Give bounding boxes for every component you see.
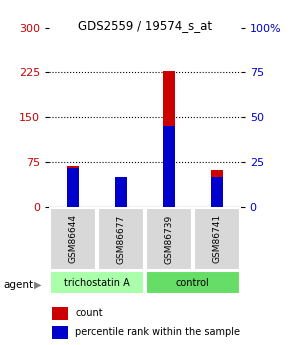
Bar bbox=[52, 307, 68, 319]
Text: GSM86741: GSM86741 bbox=[212, 214, 221, 264]
Text: trichostatin A: trichostatin A bbox=[64, 278, 130, 287]
Text: agent: agent bbox=[3, 280, 33, 289]
Bar bbox=[52, 326, 68, 338]
Text: GSM86677: GSM86677 bbox=[117, 214, 126, 264]
Text: GSM86644: GSM86644 bbox=[69, 214, 78, 264]
Bar bbox=[163, 71, 175, 207]
Bar bbox=[211, 170, 223, 207]
Bar bbox=[67, 168, 79, 207]
Bar bbox=[50, 208, 96, 269]
Text: GDS2559 / 19574_s_at: GDS2559 / 19574_s_at bbox=[78, 19, 212, 32]
Text: count: count bbox=[75, 308, 103, 318]
Bar bbox=[98, 208, 144, 269]
Bar bbox=[115, 186, 127, 207]
Bar bbox=[146, 272, 240, 294]
Bar bbox=[146, 208, 192, 269]
Bar bbox=[50, 272, 144, 294]
Bar bbox=[163, 126, 175, 207]
Text: ▶: ▶ bbox=[34, 280, 41, 289]
Text: percentile rank within the sample: percentile rank within the sample bbox=[75, 327, 240, 337]
Bar bbox=[67, 166, 79, 207]
Text: GSM86739: GSM86739 bbox=[164, 214, 173, 264]
Bar bbox=[211, 177, 223, 207]
Bar bbox=[194, 208, 240, 269]
Bar bbox=[115, 177, 127, 207]
Text: control: control bbox=[176, 278, 210, 287]
